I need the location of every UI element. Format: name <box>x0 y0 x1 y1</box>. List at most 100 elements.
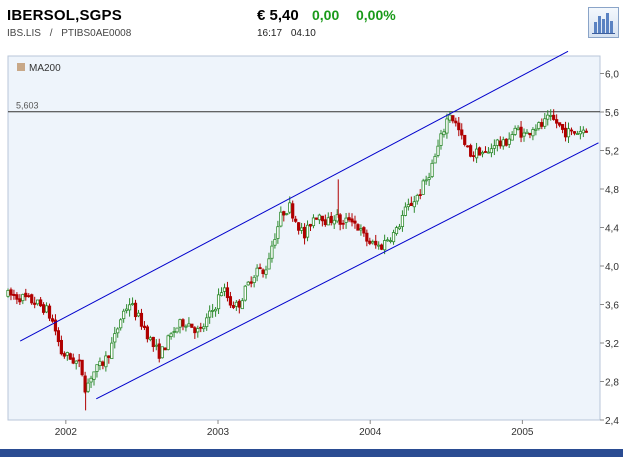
candle-body-up <box>267 258 271 270</box>
candle-body-down <box>30 294 34 304</box>
candle-body-down <box>329 215 333 223</box>
candle-body-up <box>21 294 25 302</box>
candle-body-down <box>552 114 556 120</box>
ma200-legend-label: MA200 <box>29 63 61 74</box>
candle-body-down <box>80 359 84 376</box>
candle-body-up <box>44 305 49 313</box>
candle-body-down <box>33 302 37 305</box>
candle-body-up <box>166 335 170 350</box>
candle-body-up <box>122 310 126 320</box>
candle-body-up <box>513 127 517 135</box>
candle-body-up <box>359 228 363 231</box>
candle-body-up <box>196 328 200 333</box>
candle-body-up <box>474 148 479 159</box>
candle-body-up <box>424 179 428 182</box>
candle-body-up <box>412 201 416 208</box>
candle-body-up <box>184 325 188 328</box>
candle-body-down <box>563 127 568 138</box>
candle-body-down <box>163 347 167 351</box>
candle-body-up <box>543 118 547 127</box>
candle-body-up <box>270 245 274 259</box>
candle-body-down <box>47 305 52 319</box>
candle-body-up <box>92 371 96 380</box>
security-name: IBERSOL,SGPS <box>7 7 122 24</box>
candle-body-down <box>504 138 508 146</box>
candle-body-down <box>249 281 253 284</box>
candle-body-down <box>302 226 307 239</box>
candle-body-down <box>107 355 111 358</box>
candle-body-up <box>581 129 585 134</box>
candle-body-down <box>341 222 345 225</box>
candle-body-up <box>160 346 164 359</box>
candle-body-up <box>246 281 250 286</box>
candle-body-up <box>344 217 348 223</box>
candle-body-up <box>86 382 90 392</box>
candle-body-down <box>39 299 43 307</box>
candle-body-down <box>133 302 138 318</box>
candle-body-down <box>308 223 313 227</box>
candle-body-down <box>323 219 327 226</box>
candle-body-up <box>172 331 176 333</box>
ma200-legend-swatch <box>17 63 25 71</box>
candle-body-up <box>89 377 93 383</box>
candle-body-up <box>439 133 443 146</box>
candle-body-down <box>466 145 470 148</box>
candle-body-down <box>374 240 378 246</box>
candle-body-up <box>549 115 553 117</box>
candle-body-down <box>27 295 31 297</box>
candle-body-up <box>492 145 496 149</box>
security-identifiers: IBS.LIS / PTIBS0AE0008 <box>7 28 137 39</box>
candle-body-up <box>531 129 535 137</box>
candle-body-down <box>353 220 357 224</box>
candle-body-down <box>356 224 360 231</box>
y-tick-label: 6,0 <box>605 70 619 81</box>
candle-body-up <box>110 342 114 360</box>
quote-date: 04.10 <box>290 28 316 39</box>
candle-body-up <box>430 162 434 177</box>
candle-body-up <box>448 114 452 121</box>
candle-body-up <box>421 180 425 195</box>
quote-header: IBERSOL,SGPS IBS.LIS / PTIBS0AE0008 € 5,… <box>0 0 623 46</box>
candle-body-down <box>282 211 286 216</box>
quote-time: 16:17 <box>257 28 283 39</box>
candle-body-up <box>113 333 117 343</box>
candle-body-up <box>202 326 206 330</box>
candle-body-down <box>460 129 464 136</box>
candle-body-up <box>383 240 387 251</box>
chart-view-button[interactable] <box>588 7 619 38</box>
candle-body-up <box>154 344 158 347</box>
candle-body-up <box>427 177 431 180</box>
candle-body-down <box>18 298 22 303</box>
ticker-symbol: IBS.LIS <box>7 28 41 39</box>
candle-body-down <box>291 203 295 219</box>
candle-body-down <box>362 227 366 234</box>
x-tick-label: 2003 <box>207 427 230 438</box>
candle-body-down <box>540 122 544 127</box>
x-tick-label: 2004 <box>359 427 382 438</box>
candle-body-up <box>36 299 40 305</box>
candle-body-up <box>125 308 129 311</box>
candle-body-down <box>297 222 301 231</box>
candle-body-down <box>569 129 574 132</box>
candle-body-down <box>62 353 66 357</box>
candle-body-up <box>273 239 277 246</box>
candle-body-up <box>119 319 123 329</box>
candle-body-up <box>400 214 405 227</box>
candle-body-down <box>572 131 577 134</box>
y-tick-label: 3,6 <box>605 301 619 312</box>
candle-body-up <box>74 360 78 364</box>
y-tick-label: 3,2 <box>605 339 619 350</box>
candle-body-up <box>175 327 179 333</box>
candle-body-up <box>332 219 336 225</box>
candle-body-down <box>454 120 458 124</box>
candle-body-down <box>56 330 61 343</box>
candle-body-up <box>445 118 449 134</box>
candle-body-up <box>525 131 529 135</box>
candle-body-down <box>472 155 476 157</box>
candle-body-down <box>261 269 265 275</box>
y-tick-label: 4,4 <box>605 224 619 235</box>
candle-body-up <box>276 226 280 239</box>
candle-body-down <box>320 215 324 222</box>
candle-body-up <box>415 194 419 202</box>
candle-body-down <box>225 287 230 299</box>
